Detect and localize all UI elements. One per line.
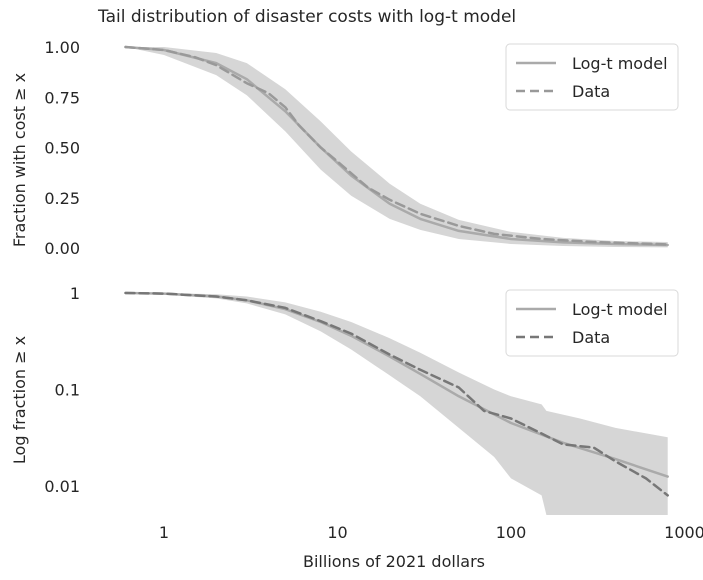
bottom-data-line <box>124 291 669 497</box>
top-y-tick-label: 0.50 <box>44 139 80 158</box>
top-y-tick-label: 0.25 <box>44 189 80 208</box>
bottom-band-layer <box>125 293 668 515</box>
x-axis-label: Billions of 2021 dollars <box>303 552 485 571</box>
bottom-x-ticks: 1 10 100 1000 <box>159 523 703 542</box>
x-tick-label: 1 <box>159 523 169 542</box>
top-legend: Log-t model Data <box>505 43 679 111</box>
top-y-ticks: 0.00 0.25 0.50 0.75 1.00 <box>44 38 80 258</box>
top-y-tick-label: 0.75 <box>44 88 80 107</box>
chart-title: Tail distribution of disaster costs with… <box>97 7 516 27</box>
bottom-uncertainty-band <box>125 293 668 515</box>
top-uncertainty-band <box>125 47 668 248</box>
x-tick-label: 100 <box>496 523 527 542</box>
bottom-lines-layer <box>124 291 669 497</box>
bottom-y-axis-label: Log fraction ≥ x <box>10 336 29 464</box>
x-tick-label: 1000 <box>664 523 703 542</box>
top-y-axis-label: Fraction with cost ≥ x <box>10 73 29 247</box>
bottom-y-tick-label: 0.01 <box>44 477 80 496</box>
top-panel: 0.00 0.25 0.50 0.75 1.00 Fraction with cost … <box>10 38 679 258</box>
bottom-y-tick-label: 1 <box>70 284 80 303</box>
bottom-legend-box <box>505 289 679 357</box>
bottom-legend: Log-t model Data <box>505 289 679 357</box>
top-legend-data-label: Data <box>572 82 610 101</box>
bottom-legend-model-label: Log-t model <box>572 300 668 319</box>
top-y-tick-label: 1.00 <box>44 38 80 57</box>
top-band-layer <box>125 47 668 248</box>
bottom-legend-data-label: Data <box>572 328 610 347</box>
top-y-tick-label: 0.00 <box>44 239 80 258</box>
x-tick-label: 10 <box>327 523 347 542</box>
top-lines-layer <box>124 45 669 247</box>
top-data-line <box>124 45 669 246</box>
bottom-panel: 1 0.1 0.01 1 10 100 1000 Log fraction ≥ x Bil… <box>10 284 703 571</box>
top-legend-box <box>505 43 679 111</box>
bottom-y-ticks: 1 0.1 0.01 <box>44 284 80 496</box>
top-legend-model-label: Log-t model <box>572 54 668 73</box>
bottom-y-tick-label: 0.1 <box>55 381 80 400</box>
